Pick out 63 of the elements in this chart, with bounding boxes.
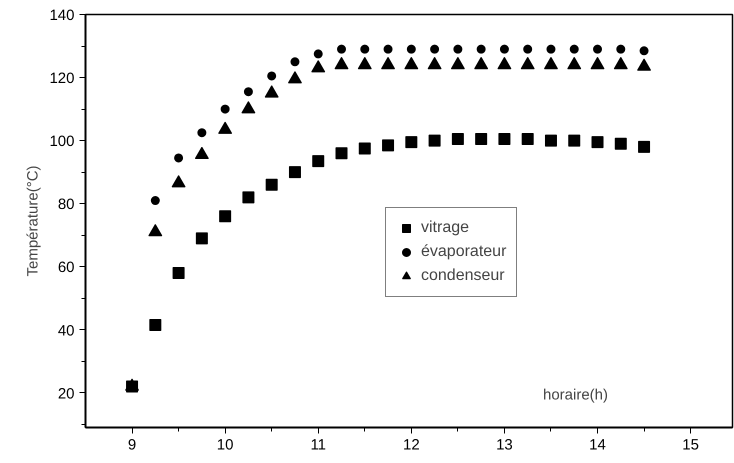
point bbox=[475, 133, 488, 146]
point bbox=[592, 136, 604, 148]
point bbox=[267, 71, 276, 80]
x-axis-title: horaire(h) bbox=[542, 386, 608, 404]
legend-label: condenseur bbox=[421, 267, 505, 285]
point bbox=[593, 44, 602, 54]
x-tick-label: 14 bbox=[589, 436, 606, 454]
y-axis-title: Température(°C) bbox=[24, 165, 42, 277]
point bbox=[384, 44, 393, 54]
x-tick-label: 10 bbox=[216, 436, 234, 454]
point bbox=[150, 196, 160, 205]
point bbox=[523, 44, 532, 54]
x-tick-label: 13 bbox=[496, 436, 513, 454]
x-tick-label: 9 bbox=[128, 436, 136, 454]
point bbox=[568, 134, 580, 147]
point bbox=[544, 134, 557, 147]
y-tick-label: 120 bbox=[49, 70, 75, 88]
point bbox=[312, 155, 324, 168]
point bbox=[476, 44, 486, 54]
point bbox=[500, 44, 509, 54]
point bbox=[290, 57, 300, 66]
point bbox=[428, 134, 441, 147]
x-tick-label: 12 bbox=[402, 436, 420, 454]
point bbox=[219, 210, 232, 222]
point bbox=[149, 319, 162, 332]
point bbox=[430, 44, 440, 54]
point bbox=[196, 232, 208, 244]
point bbox=[382, 139, 394, 152]
x-tick-label: 15 bbox=[682, 436, 699, 454]
point bbox=[453, 44, 462, 54]
point bbox=[640, 46, 649, 56]
legend-label: vitrage bbox=[421, 219, 470, 237]
point bbox=[174, 153, 184, 162]
point bbox=[406, 44, 416, 54]
point bbox=[314, 49, 323, 58]
point bbox=[546, 44, 556, 54]
point bbox=[405, 136, 418, 148]
point bbox=[570, 44, 579, 54]
point bbox=[220, 104, 230, 114]
point bbox=[197, 128, 206, 138]
point bbox=[242, 191, 254, 204]
point bbox=[337, 44, 346, 54]
point bbox=[638, 140, 650, 153]
y-tick-label: 20 bbox=[58, 385, 75, 402]
point bbox=[288, 166, 301, 178]
y-tick-label: 60 bbox=[58, 259, 75, 276]
point bbox=[522, 133, 534, 146]
y-tick-label: 100 bbox=[49, 133, 75, 150]
point bbox=[452, 133, 464, 146]
y-tick-label: 40 bbox=[58, 322, 75, 340]
point bbox=[266, 178, 278, 191]
point bbox=[616, 44, 626, 54]
point bbox=[614, 138, 627, 150]
point bbox=[360, 44, 370, 54]
point bbox=[172, 267, 185, 280]
legend-label: évaporateur bbox=[421, 243, 506, 261]
point bbox=[498, 133, 510, 146]
x-tick-label: 11 bbox=[310, 436, 326, 454]
point bbox=[244, 87, 253, 96]
y-tick-label: 140 bbox=[49, 7, 75, 24]
point bbox=[336, 147, 348, 160]
y-tick-label: 80 bbox=[58, 196, 75, 214]
point bbox=[358, 142, 371, 154]
